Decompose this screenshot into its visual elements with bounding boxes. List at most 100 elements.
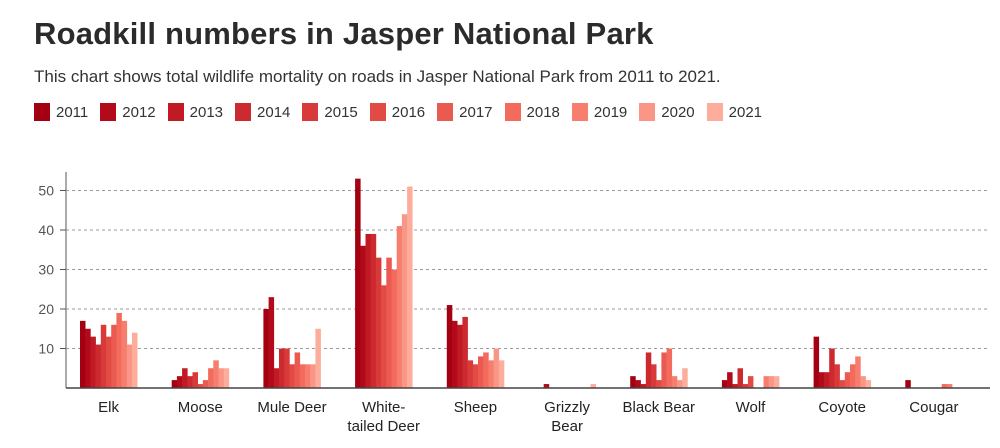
bar-coyote-2020 (860, 376, 866, 388)
legend-swatch (369, 103, 386, 121)
bar-elk-2017 (111, 324, 117, 388)
bar-white-tailed-deer-2015 (375, 257, 382, 388)
legend-label: 2020 (661, 103, 695, 121)
legend-item-2012: 2012 (100, 103, 156, 121)
bar-coyote-2014 (829, 348, 835, 388)
legend-label: 2021 (728, 103, 763, 121)
bar-moose-2016 (197, 384, 204, 388)
bar-white-tailed-deer-2018 (391, 269, 397, 388)
bar-black-bear-2019 (671, 376, 678, 388)
legend-item-2017: 2017 (437, 103, 493, 121)
legend-swatch (504, 103, 521, 121)
bar-wolf-2011 (721, 380, 728, 388)
bar-sheep-2016 (472, 364, 479, 388)
bar-moose-2011 (171, 380, 178, 388)
legend-label: 2018 (526, 103, 560, 121)
bar-black-bear-2021 (682, 368, 688, 388)
legend-swatch (100, 103, 117, 121)
bar-elk-2014 (95, 344, 102, 388)
bar-black-bear-2017 (661, 352, 667, 388)
bar-elk-2015 (100, 324, 107, 388)
bar-coyote-2012 (818, 372, 825, 388)
bar-wolf-2015 (742, 384, 749, 388)
bar-wolf-2014 (737, 368, 743, 388)
bar-mule-deer-2018 (299, 364, 306, 388)
y-tick-label: 20 (38, 301, 54, 317)
bar-sheep-2015 (467, 360, 474, 388)
legend-label: 2013 (189, 103, 224, 121)
bar-moose-2014 (187, 376, 193, 388)
bar-mule-deer-2019 (305, 364, 311, 388)
bar-coyote-2011 (813, 336, 820, 388)
bar-moose-2012 (176, 376, 183, 388)
bar-coyote-2015 (834, 364, 840, 388)
bar-elk-2019 (121, 320, 128, 388)
legend-swatch (639, 103, 656, 121)
bar-mule-deer-2016 (289, 364, 295, 388)
y-tick-label: 50 (38, 183, 54, 199)
legend-label: 2016 (391, 103, 426, 121)
bar-elk-2016 (106, 336, 112, 388)
category-label: White- (362, 399, 405, 416)
legend-item-2016: 2016 (369, 103, 426, 121)
category-label: Moose (178, 399, 223, 416)
bar-grizzly-bear-2012 (543, 384, 550, 388)
bar-sheep-2012 (452, 320, 458, 388)
bar-moose-2020 (218, 368, 224, 388)
bar-sheep-2014 (462, 316, 468, 388)
chart-subtitle: This chart shows total wildlife mortalit… (34, 67, 721, 86)
category-label: Wolf (736, 399, 767, 416)
bar-elk-2011 (80, 320, 86, 388)
bar-black-bear-2018 (666, 348, 673, 388)
bar-elk-2020 (126, 344, 133, 388)
chart-title: Roadkill numbers in Jasper National Park (34, 16, 654, 51)
y-tick-label: 30 (38, 262, 54, 278)
bar-mule-deer-2017 (294, 352, 301, 388)
bar-white-tailed-deer-2019 (396, 226, 403, 388)
bar-black-bear-2016 (656, 380, 662, 388)
legend-swatch (571, 103, 588, 121)
bar-white-tailed-deer-2016 (381, 285, 387, 388)
bar-coyote-2017 (844, 372, 851, 388)
legend-swatch (34, 103, 50, 121)
category-label: Grizzly (544, 399, 590, 416)
bar-coyote-2013 (824, 372, 830, 388)
bar-sheep-2020 (493, 348, 500, 388)
legend: 2011 2012 2013 2014 2015 2016 2017 2018 2019 2020… (34, 103, 774, 121)
bar-white-tailed-deer-2020 (401, 214, 408, 388)
legend-item-2013: 2013 (167, 103, 224, 121)
category-label: tailed Deer (347, 418, 420, 435)
legend-label: 2019 (593, 103, 628, 121)
category-label: Black Bear (623, 399, 696, 416)
bar-white-tailed-deer-2017 (386, 257, 392, 388)
legend-item-2019: 2019 (571, 103, 628, 121)
bar-moose-2021 (223, 368, 230, 388)
category-label: Cougar (909, 399, 958, 416)
bar-white-tailed-deer-2014 (370, 233, 377, 388)
bar-moose-2019 (213, 360, 219, 388)
bar-mule-deer-2021 (315, 328, 321, 388)
bar-wolf-2013 (732, 384, 738, 388)
legend-label: 2012 (122, 103, 156, 121)
bar-mule-deer-2011 (263, 309, 269, 388)
category-label: Elk (98, 399, 119, 416)
bar-coyote-2021 (865, 380, 872, 388)
bar-white-tailed-deer-2013 (365, 233, 371, 388)
legend-label: 2015 (324, 103, 358, 121)
bar-white-tailed-deer-2011 (355, 178, 361, 388)
bar-wolf-2020 (768, 376, 775, 388)
bar-black-bear-2013 (640, 384, 647, 388)
legend-swatch (302, 103, 319, 121)
bar-wolf-2012 (727, 372, 733, 388)
bar-wolf-2021 (773, 376, 780, 388)
bar-moose-2015 (192, 372, 198, 388)
bar-black-bear-2014 (645, 352, 652, 388)
bar-elk-2012 (85, 328, 91, 388)
bar-coyote-2016 (839, 380, 846, 388)
bar-moose-2017 (202, 380, 209, 388)
bar-sheep-2013 (457, 324, 463, 388)
bar-mule-deer-2012 (268, 297, 275, 388)
bar-sheep-2011 (446, 305, 453, 388)
legend-item-2020: 2020 (639, 103, 695, 121)
y-tick-label: 40 (38, 222, 54, 238)
